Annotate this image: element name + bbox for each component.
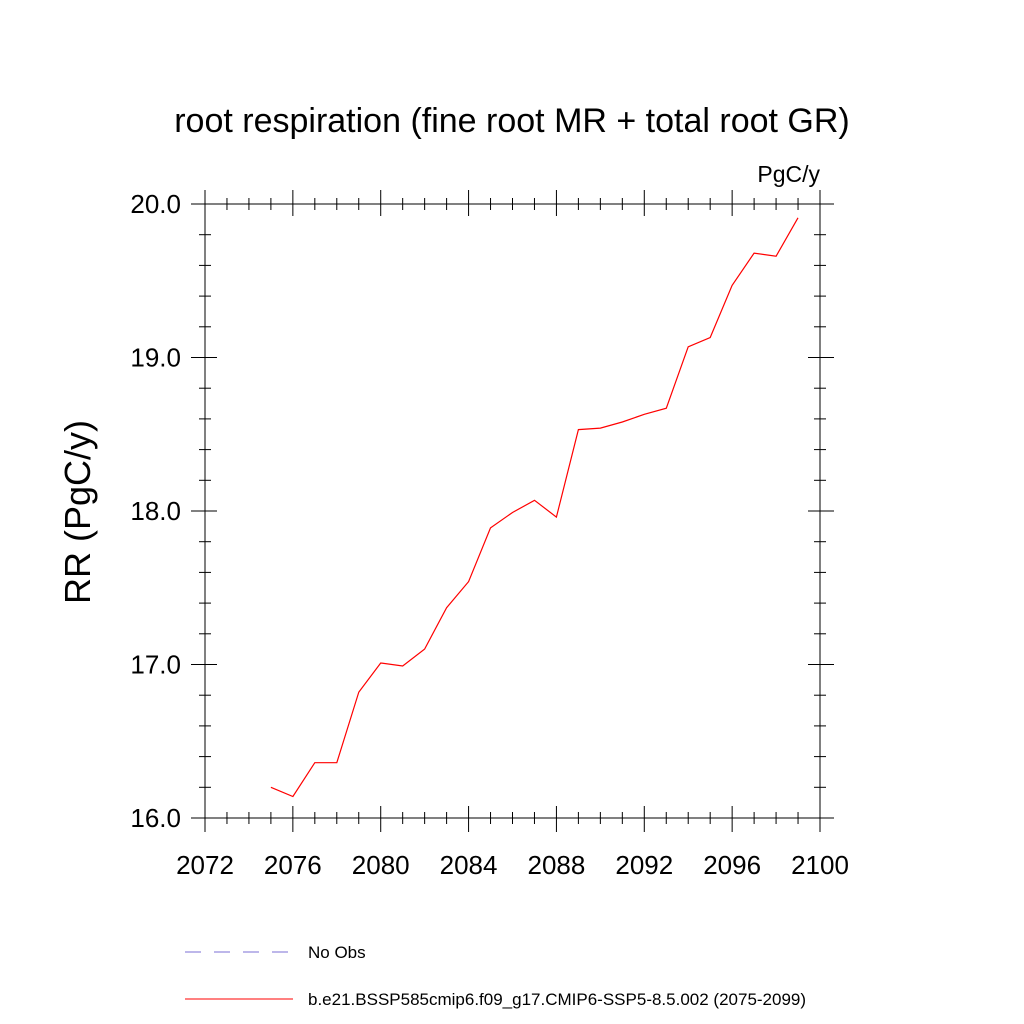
y-tick-label: 17.0 bbox=[130, 650, 181, 680]
x-tick-label: 2076 bbox=[264, 850, 322, 880]
axis-ticks: 2072 2076 2080 2084 2088 2092 2096 2100 16.0 17.0… bbox=[130, 189, 849, 880]
legend-label: No Obs bbox=[308, 943, 366, 962]
y-tick-label: 19.0 bbox=[130, 343, 181, 373]
x-tick-label: 2100 bbox=[791, 850, 849, 880]
legend: No Obs b.e21.BSSP585cmip6.f09_g17.CMIP6-S… bbox=[185, 943, 806, 1009]
x-tick-label: 2092 bbox=[615, 850, 673, 880]
series-layer bbox=[270, 217, 799, 798]
legend-label: b.e21.BSSP585cmip6.f09_g17.CMIP6-SSP5-8.… bbox=[308, 990, 806, 1009]
x-tick-label: 2080 bbox=[352, 850, 410, 880]
units-label: PgC/y bbox=[757, 161, 820, 187]
chart-title: root respiration (fine root MR + total r… bbox=[174, 102, 850, 140]
x-tick-label: 2072 bbox=[176, 850, 234, 880]
x-tick-label: 2088 bbox=[528, 850, 586, 880]
y-tick-label: 18.0 bbox=[130, 496, 181, 526]
y-tick-label: 20.0 bbox=[130, 189, 181, 219]
y-tick-label: 16.0 bbox=[130, 803, 181, 833]
x-tick-label: 2084 bbox=[440, 850, 498, 880]
y-axis-label: RR (PgC/y) bbox=[57, 420, 98, 604]
series-line bbox=[270, 217, 799, 798]
x-tick-label: 2096 bbox=[703, 850, 761, 880]
